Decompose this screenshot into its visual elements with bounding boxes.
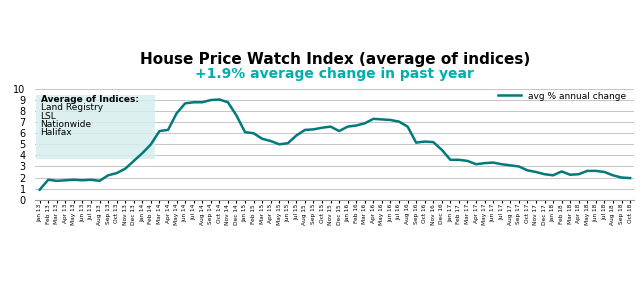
Text: +1.9% average change in past year: +1.9% average change in past year — [195, 67, 475, 81]
FancyBboxPatch shape — [36, 94, 155, 159]
Legend: avg % annual change: avg % annual change — [495, 88, 630, 104]
Text: Nationwide: Nationwide — [41, 120, 91, 129]
Text: Halifax: Halifax — [41, 128, 72, 137]
Title: House Price Watch Index (average of indices): House Price Watch Index (average of indi… — [140, 52, 530, 67]
Text: LSL: LSL — [41, 111, 56, 121]
Text: Land Registry: Land Registry — [41, 103, 102, 112]
Text: Average of Indices:: Average of Indices: — [41, 95, 138, 104]
